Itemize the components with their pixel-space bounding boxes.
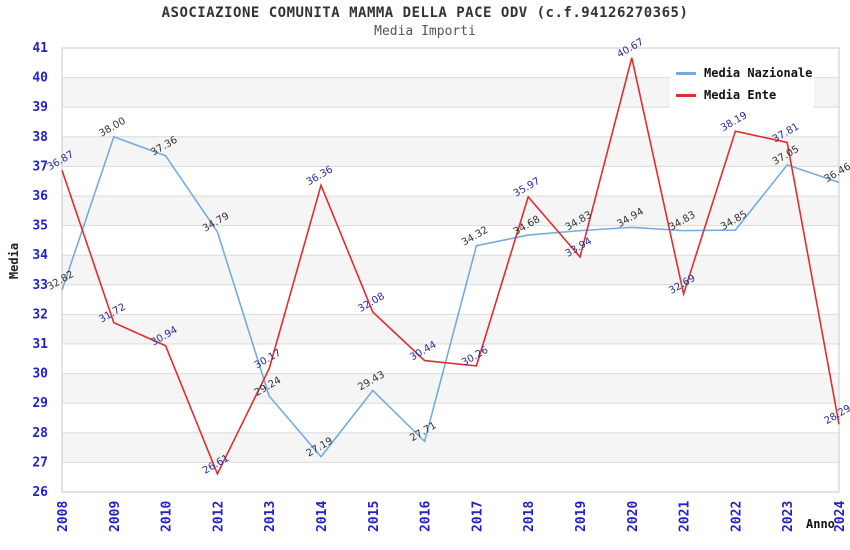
x-tick-label: 2020 [626, 501, 641, 532]
plot-band [62, 462, 839, 492]
plot-border [61, 47, 840, 493]
x-tick-label: 2015 [367, 501, 382, 532]
y-tick-label: 39 [32, 100, 48, 115]
x-tick-label: 2012 [211, 501, 226, 532]
series-line-media-ente [61, 57, 840, 476]
x-tick-label: 2024 [833, 501, 848, 532]
y-tick-label: 35 [32, 219, 48, 234]
x-tick-label: 2019 [574, 501, 589, 532]
y-tick-label: 41 [32, 41, 48, 56]
y-tick-label: 40 [32, 71, 48, 86]
x-axis-title: Anno [806, 517, 835, 531]
y-tick-label: 38 [32, 130, 48, 145]
legend-item-media-ente: Media Ente [676, 88, 814, 102]
legend-dash-icon [676, 93, 696, 97]
y-tick-label: 32 [32, 307, 48, 322]
x-tick-label: 2017 [470, 501, 485, 532]
series-line-media-nazionale [61, 135, 840, 459]
plot-band [62, 284, 839, 315]
plot-band [62, 107, 839, 137]
x-tick-label: 2016 [419, 501, 434, 532]
y-tick-label: 33 [32, 278, 48, 293]
x-tick-label: 2021 [678, 501, 693, 532]
y-tick-label: 37 [32, 159, 48, 174]
y-tick-label: 36 [32, 189, 48, 204]
x-tick-label: 2014 [315, 501, 330, 532]
x-tick-label: 2009 [108, 501, 123, 532]
plot-band [62, 403, 839, 433]
chart-subtitle: Media Importi [374, 24, 476, 39]
plot-band [62, 314, 839, 344]
chart-title: ASOCIAZIONE COMUNITA MAMMA DELLA PACE OD… [161, 5, 689, 21]
y-tick-label: 34 [32, 248, 48, 263]
plot-band [62, 432, 839, 463]
y-tick-label: 28 [32, 426, 48, 441]
x-tick-label: 2018 [522, 501, 537, 532]
legend-label: Media Ente [704, 88, 777, 102]
plot-band [62, 373, 839, 404]
legend: Media Nazionale Media Ente [670, 60, 814, 108]
plot-band [62, 344, 839, 374]
x-tick-label: 2013 [263, 501, 278, 532]
y-tick-label: 30 [32, 367, 48, 382]
x-tick-label: 2010 [160, 501, 175, 532]
y-tick-label: 26 [32, 485, 48, 500]
plot-band [62, 166, 839, 196]
y-tick-label: 31 [32, 337, 48, 352]
legend-item-media-nazionale: Media Nazionale [676, 66, 814, 80]
x-tick-label: 2022 [729, 501, 744, 532]
x-tick-label: 2023 [781, 501, 796, 532]
legend-dash-icon [676, 71, 696, 75]
plot-band [62, 136, 839, 167]
y-tick-label: 27 [32, 455, 48, 470]
x-tick-label: 2008 [56, 501, 71, 532]
y-tick-label: 29 [32, 396, 48, 411]
y-axis-title: Media [7, 242, 21, 280]
plot-band [62, 255, 839, 285]
legend-label: Media Nazionale [704, 66, 813, 80]
